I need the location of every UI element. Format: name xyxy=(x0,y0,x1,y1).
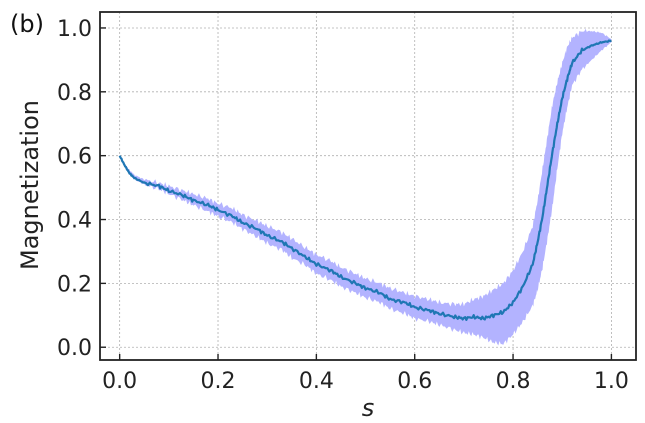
plot-frame xyxy=(99,11,637,361)
x-tick-label: 0.8 xyxy=(496,369,531,394)
panel-label: (b) xyxy=(10,10,44,38)
x-tick-label: 0.6 xyxy=(397,369,432,394)
x-tick-label: 0.0 xyxy=(102,369,137,394)
y-tick-label: 0.0 xyxy=(57,336,92,361)
magnetization-line xyxy=(118,39,612,321)
grid-lines xyxy=(100,12,636,360)
x-tick-label: 1.0 xyxy=(594,369,629,394)
y-tick-label: 0.4 xyxy=(57,209,92,234)
axis-ticks xyxy=(100,27,613,360)
y-tick-label: 1.0 xyxy=(57,17,92,42)
y-tick-label: 0.8 xyxy=(57,81,92,106)
x-tick-labels: 0.0 0.2 0.4 0.6 0.8 1.0 xyxy=(102,369,629,394)
uncertainty-band xyxy=(119,28,612,346)
x-tick-label: 0.4 xyxy=(299,369,334,394)
x-tick-label: 0.2 xyxy=(201,369,236,394)
y-tick-labels: 0.0 0.2 0.4 0.6 0.8 1.0 xyxy=(57,17,92,361)
y-tick-label: 0.2 xyxy=(57,272,92,297)
y-axis-label: Magnetization xyxy=(16,100,44,270)
x-axis-label: s xyxy=(362,394,375,422)
y-tick-label: 0.6 xyxy=(57,145,92,170)
